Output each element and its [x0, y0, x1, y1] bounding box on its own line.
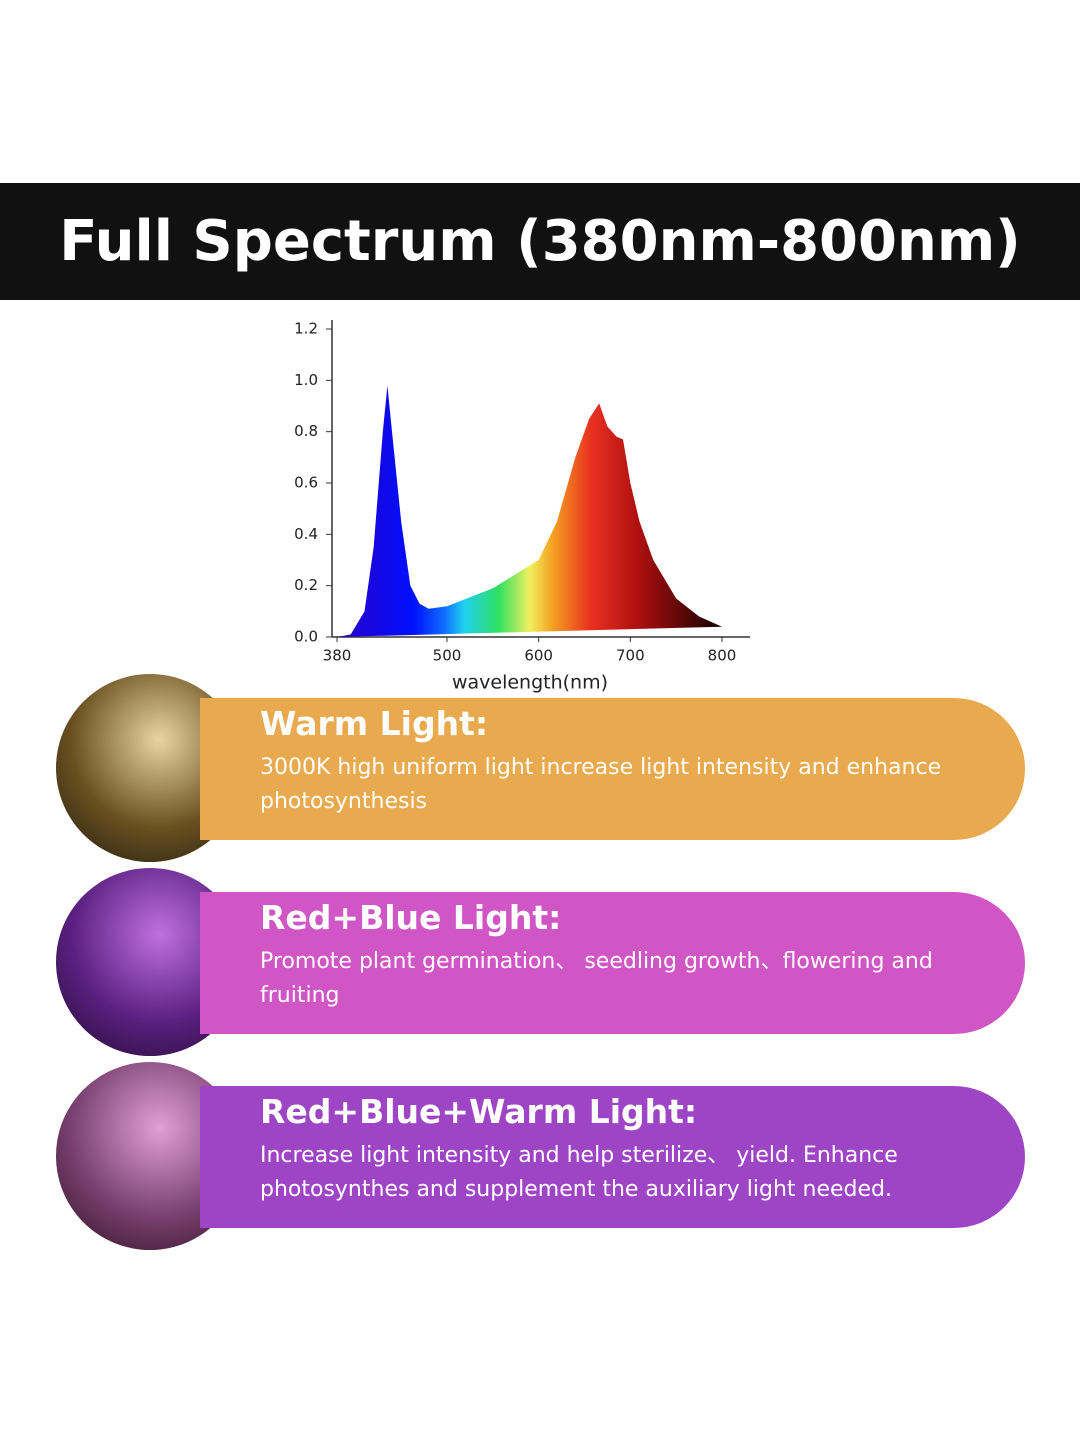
x-tick-label: 700 [616, 647, 645, 665]
title-bar: Full Spectrum (380nm-800nm) [0, 183, 1080, 300]
y-tick-label: 1.2 [294, 320, 318, 338]
feature-text: Increase light intensity and help steril… [260, 1143, 898, 1202]
x-tick-label: 380 [323, 647, 352, 665]
y-tick-label: 0.0 [294, 628, 318, 646]
feature-card: Red+Blue+Warm Light: Increase light inten… [200, 1086, 1025, 1228]
x-axis-label: wavelength(nm) [452, 672, 608, 694]
x-tick-label: 500 [433, 647, 462, 665]
feature-text: Promote plant germination、 seedling grow… [260, 949, 933, 1008]
feature-card: Red+Blue Light: Promote plant germination… [200, 892, 1025, 1034]
feature-card: Warm Light: 3000K high uniform light incr… [200, 698, 1025, 840]
x-tick-label: 600 [524, 647, 553, 665]
y-tick-label: 0.2 [294, 576, 318, 594]
y-tick-label: 0.6 [294, 474, 318, 492]
x-tick-label: 800 [708, 647, 737, 665]
spectrum-area [337, 385, 722, 637]
feature-title: Red+Blue+Warm Light: [260, 1092, 698, 1131]
y-tick-label: 0.8 [294, 422, 318, 440]
feature-title: Warm Light: [260, 704, 489, 743]
chart: wavelength(nm) 0.0 0.2 0.4 0.6 0.8 1.0 1.2 380 5… [294, 320, 750, 694]
feature-title: Red+Blue Light: [260, 898, 562, 937]
y-tick-label: 0.4 [294, 525, 318, 543]
title: Full Spectrum (380nm-800nm) [59, 209, 1021, 274]
feature-text: 3000K high uniform light increase light … [260, 755, 942, 814]
y-tick-label: 1.0 [294, 371, 318, 389]
